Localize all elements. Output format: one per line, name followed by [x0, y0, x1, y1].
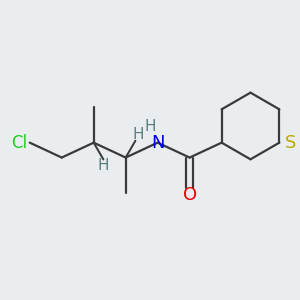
- Text: Cl: Cl: [11, 134, 27, 152]
- Text: H: H: [98, 158, 109, 173]
- Text: O: O: [183, 186, 197, 204]
- Text: S: S: [284, 134, 296, 152]
- Text: H: H: [145, 119, 156, 134]
- Text: H: H: [132, 127, 144, 142]
- Text: N: N: [151, 134, 164, 152]
